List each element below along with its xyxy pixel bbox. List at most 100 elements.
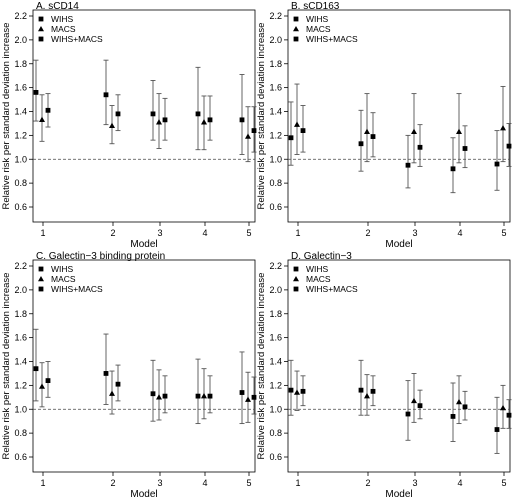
y-tick-label: 1.2: [269, 130, 282, 140]
point-estimate-triangle: [156, 394, 162, 400]
x-tick-label: 3: [412, 228, 417, 238]
point-estimate-square: [251, 128, 257, 133]
point-estimate-triangle: [201, 392, 207, 399]
x-tick-label: 2: [110, 478, 115, 488]
y-tick-label: 1.4: [269, 357, 282, 367]
point-estimate-triangle: [456, 128, 462, 134]
point-estimate-square: [33, 366, 39, 372]
legend-marker-square: [293, 36, 299, 42]
x-axis-label: Model: [385, 489, 412, 500]
x-tick-label: 1: [295, 478, 300, 488]
legend-label: WIHS: [306, 14, 329, 24]
point-estimate-square: [450, 166, 456, 172]
point-estimate-square: [494, 427, 500, 432]
legend-marker-square: [38, 286, 44, 292]
y-tick-label: 1.0: [14, 404, 27, 414]
point-estimate-square: [150, 111, 156, 117]
chart-panel-2: B. sCD163 0.6 0.8 1.0 1.2 1.4 1.6 1.8 2.0 2.2 1 2 3 4…: [256, 1, 512, 250]
y-tick-label: 1.6: [14, 333, 27, 343]
plot-frame: [32, 9, 256, 223]
y-tick-label: 0.6: [14, 452, 27, 462]
point-estimate-triangle: [456, 398, 462, 405]
point-estimate-square: [239, 117, 245, 123]
point-estimate-triangle: [411, 397, 417, 404]
x-tick-label: 4: [457, 478, 462, 488]
y-axis-label: Relative risk per standard deviation inc…: [1, 23, 12, 210]
point-estimate-square: [288, 135, 294, 141]
point-estimate-square: [115, 381, 121, 387]
x-axis-label: Model: [385, 239, 412, 250]
point-estimate-square: [405, 162, 411, 168]
point-estimate-square: [300, 388, 306, 394]
chart-panel-4: D. Galectin−3 0.6 0.8 1.0 1.2 1.4 1.6 1.8 2.0 2.2…: [256, 251, 512, 500]
point-estimate-square: [462, 404, 468, 410]
y-tick-label: 0.8: [269, 178, 282, 188]
point-estimate-triangle: [245, 133, 251, 139]
point-estimate-triangle: [39, 116, 45, 123]
chart-title: C. Galectin−3 binding protein: [36, 251, 165, 262]
y-tick-label: 2.2: [269, 261, 282, 271]
y-tick-label: 2.0: [14, 35, 27, 45]
chart-title: D. Galectin−3: [291, 251, 352, 262]
point-estimate-square: [494, 161, 500, 167]
y-tick-label: 1.2: [14, 130, 27, 140]
point-estimate-square: [251, 394, 257, 400]
legend-marker-triangle: [38, 276, 44, 282]
plot-frame: [32, 259, 256, 473]
point-estimate-triangle: [201, 119, 207, 125]
legend-label: MACS: [51, 24, 76, 34]
y-tick-label: 1.6: [14, 83, 27, 93]
point-estimate-triangle: [156, 119, 162, 125]
legend-label: WIHS+MACS: [306, 34, 358, 44]
point-estimate-square: [450, 414, 456, 419]
point-estimate-square: [33, 90, 39, 95]
y-tick-label: 2.0: [269, 285, 282, 295]
y-tick-label: 1.8: [269, 59, 282, 69]
point-estimate-square: [162, 393, 168, 399]
y-tick-label: 1.2: [14, 380, 27, 390]
y-axis-label: Relative risk per standard deviation inc…: [256, 273, 267, 460]
point-estimate-square: [506, 143, 512, 149]
y-tick-label: 1.4: [269, 107, 282, 117]
y-tick-label: 1.0: [269, 154, 282, 164]
legend-marker-square: [38, 266, 44, 272]
legend-label: MACS: [306, 274, 331, 284]
y-tick-label: 2.2: [14, 11, 27, 21]
point-estimate-square: [115, 111, 121, 117]
y-tick-label: 0.8: [269, 428, 282, 438]
point-estimate-square: [370, 388, 376, 394]
point-estimate-square: [45, 107, 51, 113]
x-tick-label: 4: [202, 478, 207, 488]
y-tick-label: 2.2: [14, 261, 27, 271]
point-estimate-square: [358, 141, 364, 147]
point-estimate-square: [417, 403, 423, 409]
legend-marker-square: [293, 286, 299, 292]
x-tick-label: 5: [246, 478, 251, 488]
legend-marker-triangle: [293, 276, 299, 282]
point-estimate-square: [103, 371, 109, 376]
point-estimate-triangle: [364, 392, 370, 399]
legend-label: WIHS: [51, 264, 74, 274]
legend-label: MACS: [51, 274, 76, 284]
x-tick-label: 3: [157, 228, 162, 238]
point-estimate-triangle: [245, 396, 251, 402]
point-estimate-triangle: [364, 128, 370, 134]
point-estimate-square: [239, 390, 245, 395]
legend-label: WIHS: [306, 264, 329, 274]
x-tick-label: 1: [295, 228, 300, 238]
chart-panel-3: C. Galectin−3 binding protein 0.6 0.8 1.0 1.…: [1, 251, 257, 500]
x-tick-label: 1: [40, 228, 45, 238]
x-tick-label: 4: [457, 228, 462, 238]
y-axis-label: Relative risk per standard deviation inc…: [1, 273, 12, 460]
y-tick-label: 0.6: [269, 202, 282, 212]
point-estimate-square: [370, 134, 376, 139]
x-axis-label: Model: [130, 489, 157, 500]
point-estimate-triangle: [294, 389, 300, 395]
point-estimate-square: [300, 128, 306, 133]
point-estimate-square: [207, 117, 213, 123]
point-estimate-triangle: [500, 125, 506, 131]
